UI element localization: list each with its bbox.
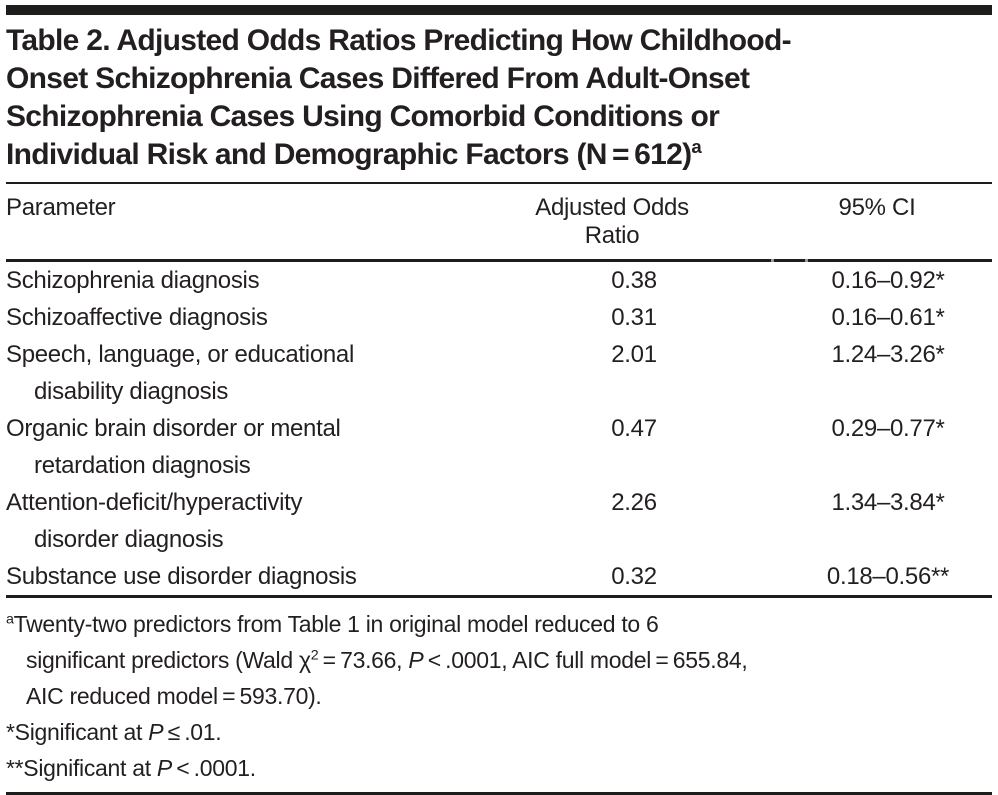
footnote-double-star-text: **Significant at [6, 755, 157, 781]
footnote-a-text: = 73.66, [318, 647, 409, 673]
parameter-text: Schizoaffective diagnosis [6, 304, 268, 331]
cell-95-ci: 0.16–0.61* [831, 304, 945, 331]
table-row: Schizoaffective diagnosis 0.31 0.16–0.61… [6, 299, 992, 336]
parameter-text: Schizophrenia diagnosis [6, 267, 260, 294]
cell-parameter: Attention-deficit/hyperactivity disorder… [6, 484, 506, 558]
footnote-star: *Significant at P ≤ .01. [6, 714, 992, 750]
cell-adjusted-odds-ratio: 2.01 [611, 341, 657, 368]
footnote-a-marker: a [6, 611, 14, 628]
table-row: Substance use disorder diagnosis 0.32 0.… [6, 558, 992, 595]
chi-squared-exponent: 2 [310, 647, 319, 664]
body-footnote-divider-rule [6, 595, 992, 598]
column-header-95-ci: 95% CI [838, 194, 916, 221]
footnote-a-marker: a [691, 136, 702, 157]
parameter-text-wrap: retardation diagnosis [34, 452, 251, 479]
cell-parameter: Schizophrenia diagnosis [6, 262, 506, 299]
table-title: Table 2. Adjusted Odds Ratios Predicting… [6, 22, 992, 174]
cell-parameter: Organic brain disorder or mental retarda… [6, 410, 506, 484]
table-row: Speech, language, or educational disabil… [6, 336, 992, 410]
parameter-text: Speech, language, or educational [6, 341, 355, 368]
footnote-a-line2: significant predictors (Wald χ2 = 73.66,… [6, 642, 992, 678]
header-divider-rule [6, 259, 992, 262]
title-divider-rule [6, 182, 992, 184]
parameter-text-wrap: disability diagnosis [34, 378, 229, 405]
footnote-star-text: *Significant at [6, 719, 149, 745]
table-title-line4-text: Individual Risk and Demographic Factors … [6, 138, 692, 171]
parameter-text: Substance use disorder diagnosis [6, 563, 357, 590]
column-header-adjusted-odds-ratio: Adjusted Odds Ratio [535, 194, 689, 249]
footnote-a-line3: AIC reduced model = 593.70). [26, 683, 322, 709]
cell-adjusted-odds-ratio: 0.32 [611, 563, 657, 590]
table-title-line4: Individual Risk and Demographic Factors … [6, 136, 992, 174]
p-value-symbol: P [156, 755, 172, 781]
footnote-double-star-text: < .0001. [171, 755, 256, 781]
parameter-text: Organic brain disorder or mental [6, 415, 341, 442]
cell-95-ci: 1.34–3.84* [831, 489, 945, 516]
footnote-a-text: significant predictors (Wald χ [26, 647, 311, 673]
p-value-symbol: P [148, 719, 164, 745]
top-rule [6, 5, 992, 15]
footnote-double-star: **Significant at P < .0001. [6, 750, 992, 786]
cell-95-ci: 0.18–0.56** [826, 563, 950, 590]
table-body: Schizophrenia diagnosis 0.38 0.16–0.92* … [6, 262, 992, 595]
column-header-parameter: Parameter [6, 194, 116, 221]
cell-95-ci: 0.16–0.92* [831, 267, 945, 294]
footnote-a-text: Twenty-two predictors from Table 1 in or… [13, 611, 659, 637]
table-row: Organic brain disorder or mental retarda… [6, 410, 992, 484]
parameter-text: Attention-deficit/hyperactivity [6, 489, 303, 516]
cell-adjusted-odds-ratio: 2.26 [611, 489, 657, 516]
table-title-line2: Onset Schizophrenia Cases Differed From … [6, 62, 750, 95]
cell-95-ci: 0.29–0.77* [831, 415, 945, 442]
journal-table-figure: Table 2. Adjusted Odds Ratios Predicting… [6, 0, 992, 795]
table-row: Attention-deficit/hyperactivity disorder… [6, 484, 992, 558]
table-title-line1: Table 2. Adjusted Odds Ratios Predicting… [6, 24, 792, 57]
cell-95-ci: 1.24–3.26* [831, 341, 945, 368]
table-footnotes: aTwenty-two predictors from Table 1 in o… [6, 606, 992, 786]
footnote-a-text: < .0001, AIC full model = 655.84, [423, 647, 748, 673]
cell-parameter: Substance use disorder diagnosis [6, 558, 506, 595]
cell-adjusted-odds-ratio: 0.38 [611, 267, 657, 294]
cell-adjusted-odds-ratio: 0.47 [611, 415, 657, 442]
cell-parameter: Speech, language, or educational disabil… [6, 336, 506, 410]
footnote-a-line1: aTwenty-two predictors from Table 1 in o… [6, 606, 992, 642]
footnote-star-text: ≤ .01. [163, 719, 222, 745]
p-value-symbol: P [408, 647, 424, 673]
table-title-line3: Schizophrenia Cases Using Comorbid Condi… [6, 100, 720, 133]
table-header-row: Parameter Adjusted Odds Ratio 95% CI [6, 184, 992, 259]
table-row: Schizophrenia diagnosis 0.38 0.16–0.92* [6, 262, 992, 299]
cell-parameter: Schizoaffective diagnosis [6, 299, 506, 336]
parameter-text-wrap: disorder diagnosis [34, 526, 224, 553]
cell-adjusted-odds-ratio: 0.31 [611, 304, 657, 331]
